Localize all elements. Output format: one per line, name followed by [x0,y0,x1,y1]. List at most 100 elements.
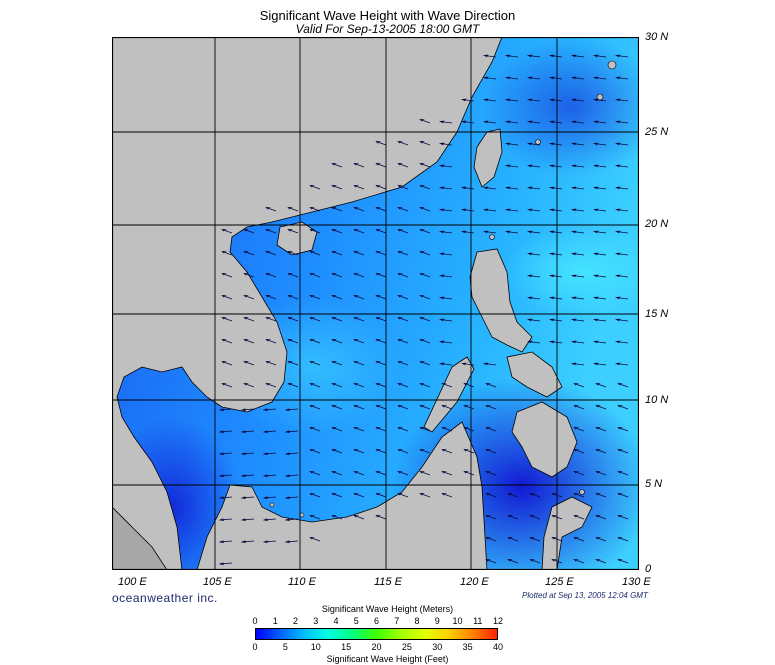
wave-arrow [244,273,255,278]
wave-arrow [596,537,607,542]
wave-arrow [264,430,277,433]
wave-arrow [572,297,585,300]
wave-arrow-head [482,54,489,58]
wave-arrow-head [570,76,577,80]
wave-arrow [376,273,387,278]
wave-arrow-head [419,185,425,188]
wave-arrow [398,207,409,212]
wave-arrow-head [526,164,533,168]
wave-arrow-head [397,185,403,188]
wave-arrow [266,383,277,388]
wave-arrow-head [309,339,315,342]
wave-arrow-head [353,405,359,408]
wave-arrow-head [243,383,249,386]
wave-arrow [552,493,563,498]
wave-arrow [376,229,387,234]
wave-arrow-head [592,252,599,256]
wave-arrow [574,537,585,542]
wave-arrow [528,297,541,300]
wave-arrow-head [419,339,425,342]
wave-arrow-head [309,251,315,254]
wave-arrow [596,383,607,388]
wave-arrow [332,405,343,410]
wave-arrow-head [529,537,535,540]
wave-arrow-head [614,252,621,256]
wave-arrow [310,383,321,388]
wave-arrow-head [592,274,599,278]
wave-arrow-head [482,230,489,234]
wave-arrow-head [570,362,577,366]
wave-arrow-head [595,383,601,386]
wave-arrow [440,275,453,278]
wave-arrow [332,163,343,168]
wave-arrow [508,515,519,520]
wave-arrow-head [573,471,579,474]
wave-arrow [440,143,453,146]
wave-direction-arrows [218,54,629,566]
wave-arrow [616,275,629,278]
wave-arrow-head [551,515,557,518]
wave-arrow [310,185,321,190]
wave-arrow [220,408,233,411]
wave-arrow-head [482,120,489,124]
wave-arrow [332,361,343,366]
wave-arrow [440,341,453,344]
wave-arrow-head [240,518,246,522]
wave-arrow [420,119,431,124]
wave-arrow [528,77,541,80]
wave-arrow [354,449,365,454]
wave-arrow-head [595,537,601,540]
wave-arrow-head [353,383,359,386]
wave-arrow [616,319,629,322]
wave-arrow-head [375,449,381,452]
wave-arrow-head [375,317,381,320]
wave-arrow [596,559,607,564]
wave-arrow-head [265,295,271,298]
wave-arrow [440,231,453,234]
wave-arrow [244,317,255,322]
wave-arrow-head [595,515,601,518]
wave-arrow-head [331,317,337,320]
wave-arrow-head [218,562,224,566]
wave-arrow [376,251,387,256]
wave-arrow [310,515,321,520]
wave-arrow [486,471,497,476]
wave-arrow-head [570,318,577,322]
wave-arrow-head [570,230,577,234]
wave-arrow [506,165,519,168]
wave-arrow-head [353,317,359,320]
wave-arrow [266,317,277,322]
lon-label-100e: 100 E [118,576,147,588]
wave-arrow-head [526,208,533,212]
wave-arrow [286,496,299,499]
wave-arrow [594,77,607,80]
lon-label-105e: 105 E [203,576,232,588]
wave-arrow [332,251,343,256]
feet-tick: 30 [432,642,443,652]
wave-arrow-head [331,273,337,276]
wave-arrow [398,251,409,256]
wave-arrow [288,251,299,256]
wave-arrow [398,405,409,410]
wave-arrow [552,537,563,542]
wave-arrow [310,537,321,542]
colorbar-feet-title: Significant Wave Height (Feet) [326,654,449,664]
wave-arrow-head [262,452,268,456]
wave-arrow [462,363,475,366]
wave-arrow [288,295,299,300]
wave-arrow [572,319,585,322]
wave-arrow [288,207,299,212]
wave-arrow [376,339,387,344]
wave-arrow [220,540,233,543]
low-wave-zone [482,37,639,177]
wave-arrow [398,383,409,388]
wave-arrow [440,319,453,322]
wave-arrow [616,363,629,366]
wave-arrow [616,77,629,80]
wave-arrow-head [265,273,271,276]
wave-arrow [222,339,233,344]
wave-arrow [508,493,519,498]
wave-arrow-head [397,383,403,386]
wave-arrow [596,449,607,454]
wave-arrow [618,559,629,564]
